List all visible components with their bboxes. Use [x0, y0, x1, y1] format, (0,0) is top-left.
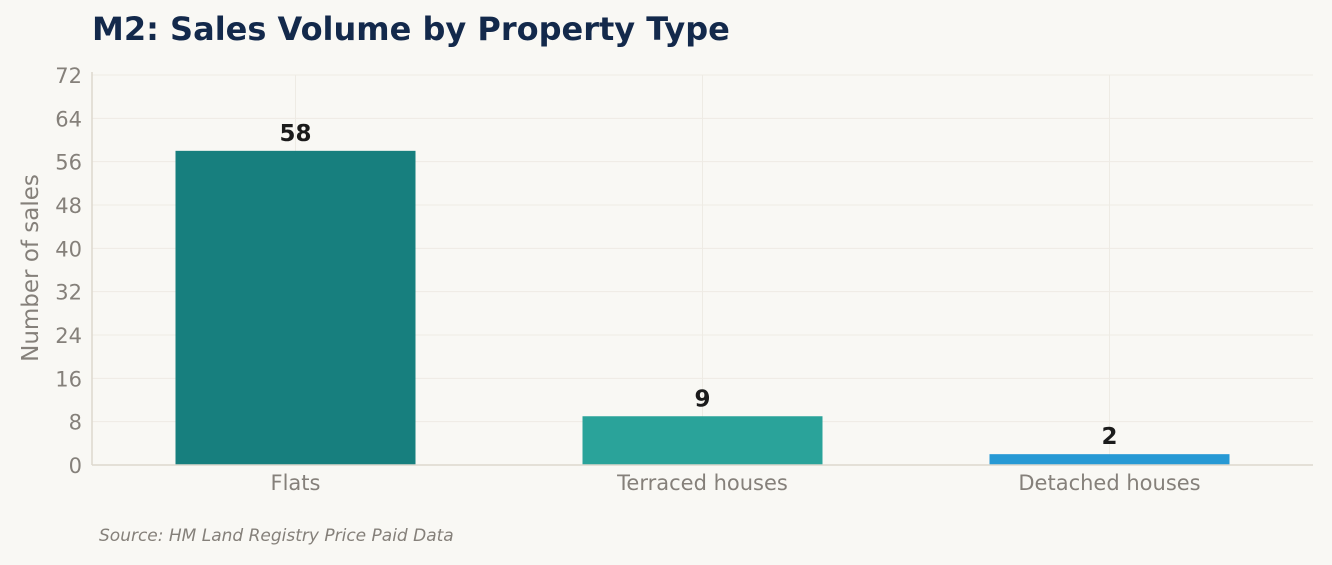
source-note: Source: HM Land Registry Price Paid Data	[99, 526, 454, 546]
y-tick-label: 0	[69, 454, 82, 478]
y-tick-label: 72	[55, 64, 82, 88]
x-tick-label: Detached houses	[1018, 471, 1200, 495]
y-tick-label: 64	[55, 107, 82, 131]
y-tick-label: 40	[55, 237, 82, 261]
y-tick-label: 8	[69, 411, 82, 435]
data-label: 58	[279, 121, 311, 147]
y-tick-label: 24	[55, 324, 82, 348]
data-label: 2	[1101, 424, 1117, 450]
y-tick-label: 32	[55, 281, 82, 305]
data-label: 9	[694, 386, 710, 412]
axes	[91, 72, 1313, 466]
bar-detached-houses	[989, 454, 1230, 465]
y-tick-label: 56	[55, 151, 82, 175]
chart-title: M2: Sales Volume by Property Type	[92, 10, 730, 48]
y-tick-label: 48	[55, 194, 82, 218]
y-tick-label: 16	[55, 367, 82, 391]
bar-terraced-houses	[582, 416, 823, 465]
labels: 0 8 16 24 32 40 48 56 64 72 Flats Terraced houses De…	[18, 64, 1201, 495]
bar-flats	[175, 150, 416, 466]
y-axis-title: Number of sales	[18, 174, 44, 362]
bars	[175, 150, 1230, 466]
x-tick-label: Flats	[271, 471, 321, 495]
x-tick-label: Terraced houses	[616, 471, 788, 495]
